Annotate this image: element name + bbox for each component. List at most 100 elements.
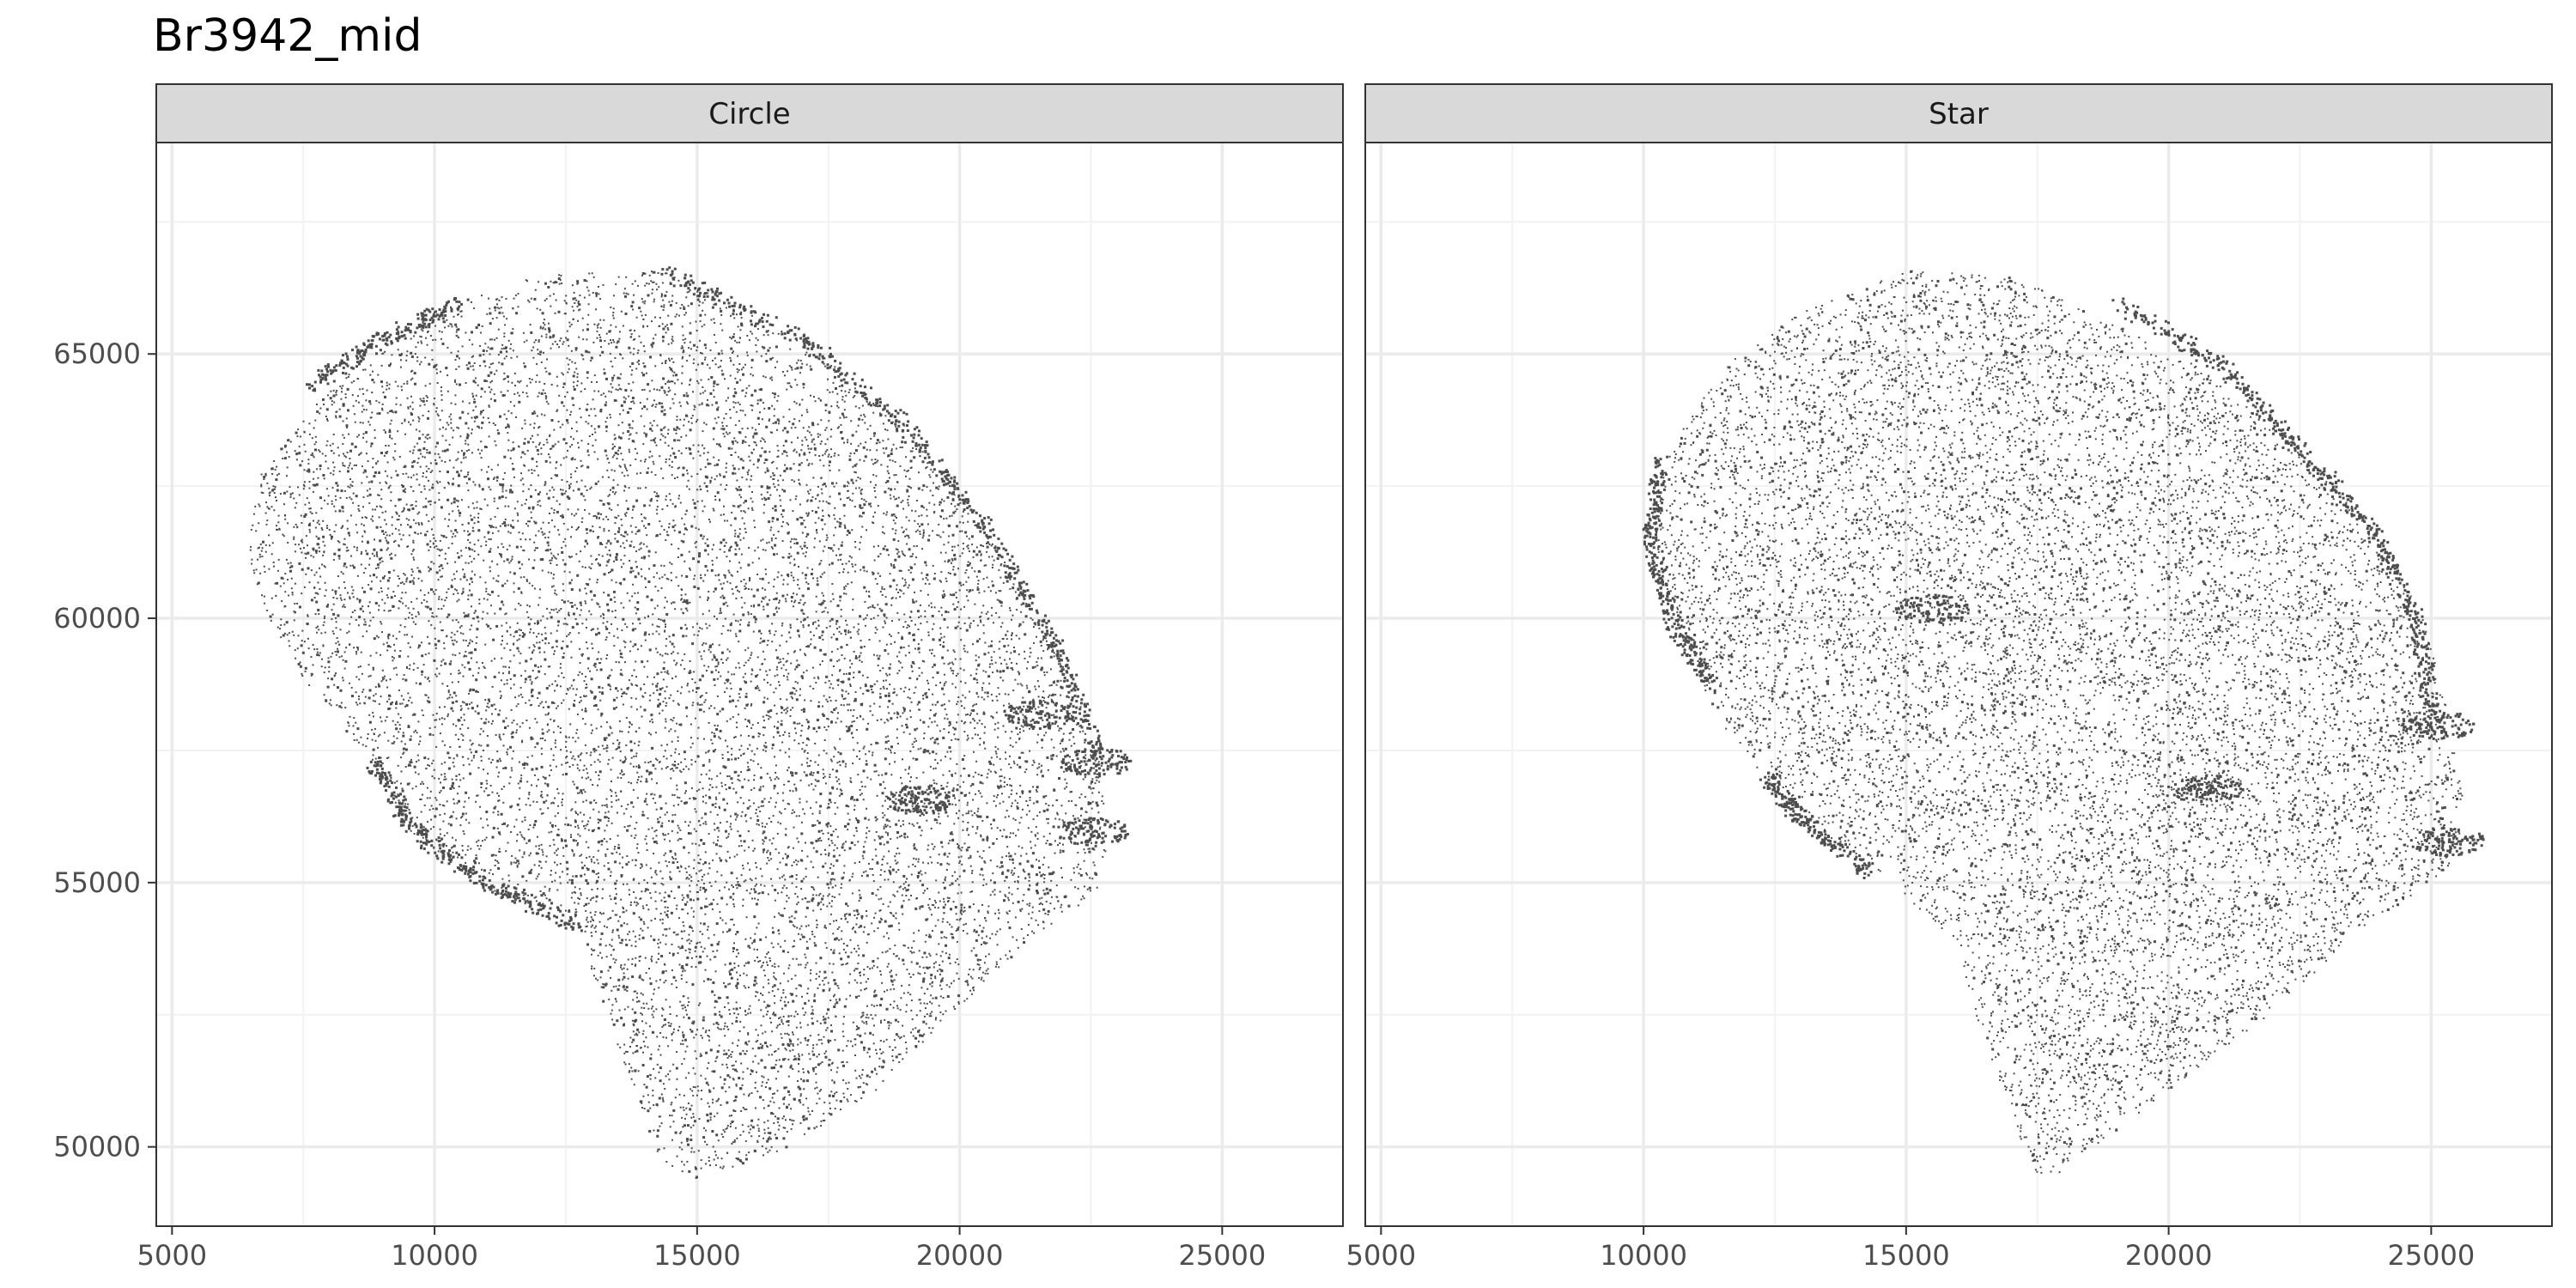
cell-point	[880, 974, 882, 976]
cell-point	[750, 702, 753, 705]
cell-point	[538, 865, 540, 867]
cell-point	[962, 814, 964, 817]
cell-point	[750, 331, 752, 333]
cell-point	[319, 465, 322, 467]
cell-point	[410, 553, 413, 556]
cell-point	[368, 720, 372, 724]
cell-point	[295, 501, 298, 504]
cell-point	[1007, 899, 1010, 902]
cell-point	[725, 471, 727, 473]
cell-point	[1040, 769, 1042, 772]
cell-point	[699, 781, 702, 783]
cell-point	[861, 526, 864, 528]
cell-point	[455, 619, 458, 621]
cell-point	[544, 782, 546, 785]
cell-point	[576, 384, 579, 386]
cell-point	[749, 744, 751, 746]
cell-point	[731, 574, 733, 577]
cell-point	[507, 823, 509, 826]
cell-point	[567, 689, 569, 691]
cell-point	[715, 1133, 719, 1137]
cell-point	[722, 1136, 725, 1139]
cell-point	[580, 752, 583, 755]
cell-point	[540, 665, 542, 668]
cell-point	[598, 334, 601, 336]
cell-point	[656, 1129, 659, 1133]
cell-point	[565, 817, 568, 819]
cell-point	[428, 467, 430, 470]
cell-point	[947, 957, 951, 960]
cell-point	[894, 558, 897, 562]
cell-point	[939, 627, 942, 629]
cell-point	[624, 513, 626, 515]
cell-point	[756, 588, 759, 592]
cell-point	[737, 714, 739, 716]
cell-point	[404, 748, 408, 751]
cell-point	[813, 993, 816, 996]
cell-point	[913, 601, 915, 604]
cell-point	[642, 325, 645, 327]
cell-point	[713, 544, 714, 546]
cell-point	[600, 513, 602, 515]
cell-point	[381, 762, 384, 764]
cell-point	[684, 1009, 687, 1012]
cell-point	[799, 963, 802, 966]
cell-point	[673, 276, 676, 279]
cell-point	[648, 274, 651, 276]
cell-point	[540, 843, 543, 846]
cell-point	[294, 649, 296, 652]
cell-point	[792, 1123, 794, 1126]
cell-point	[1018, 756, 1021, 759]
cell-point	[409, 738, 412, 741]
cell-point	[598, 526, 601, 529]
cell-point	[773, 1012, 775, 1014]
cell-point	[580, 854, 583, 856]
cell-point	[348, 465, 350, 467]
cell-point	[792, 510, 794, 513]
cell-point	[365, 517, 368, 519]
cell-point	[670, 728, 672, 731]
cell-point	[623, 922, 625, 925]
cell-point	[1097, 791, 1100, 793]
cell-point	[801, 935, 805, 939]
cell-point	[646, 534, 648, 537]
cell-point	[744, 602, 746, 605]
cell-point	[447, 691, 450, 694]
cell-point	[796, 629, 799, 633]
cell-point	[835, 1091, 838, 1094]
cell-point	[860, 1085, 861, 1088]
cell-point	[799, 359, 802, 361]
cell-point	[367, 460, 369, 463]
cell-point	[610, 306, 612, 308]
cell-point	[728, 787, 732, 789]
cell-point	[882, 667, 884, 670]
cell-point	[604, 449, 607, 453]
cell-point	[570, 349, 573, 352]
cell-point	[722, 596, 726, 599]
cell-point	[598, 554, 600, 556]
cell-point	[520, 472, 522, 475]
cell-point	[617, 514, 620, 517]
cell-point	[557, 529, 560, 532]
cell-point	[568, 736, 570, 738]
cell-point	[987, 645, 990, 647]
cell-point	[732, 394, 736, 398]
cell-point	[764, 1030, 767, 1033]
cell-point	[553, 843, 556, 846]
cell-point	[895, 823, 898, 826]
cell-point	[456, 471, 459, 474]
cell-point	[837, 1048, 841, 1052]
cell-point	[978, 550, 981, 553]
cell-point	[831, 651, 833, 653]
cell-point	[540, 747, 543, 750]
cell-point	[597, 758, 599, 761]
cell-point	[322, 540, 325, 543]
cell-point	[770, 1021, 772, 1024]
cell-point	[539, 308, 542, 311]
cell-point	[928, 966, 931, 969]
cell-point	[745, 387, 748, 390]
cell-point	[896, 428, 898, 431]
cell-point	[386, 686, 389, 689]
cell-point	[775, 764, 777, 767]
cell-point	[368, 675, 370, 677]
